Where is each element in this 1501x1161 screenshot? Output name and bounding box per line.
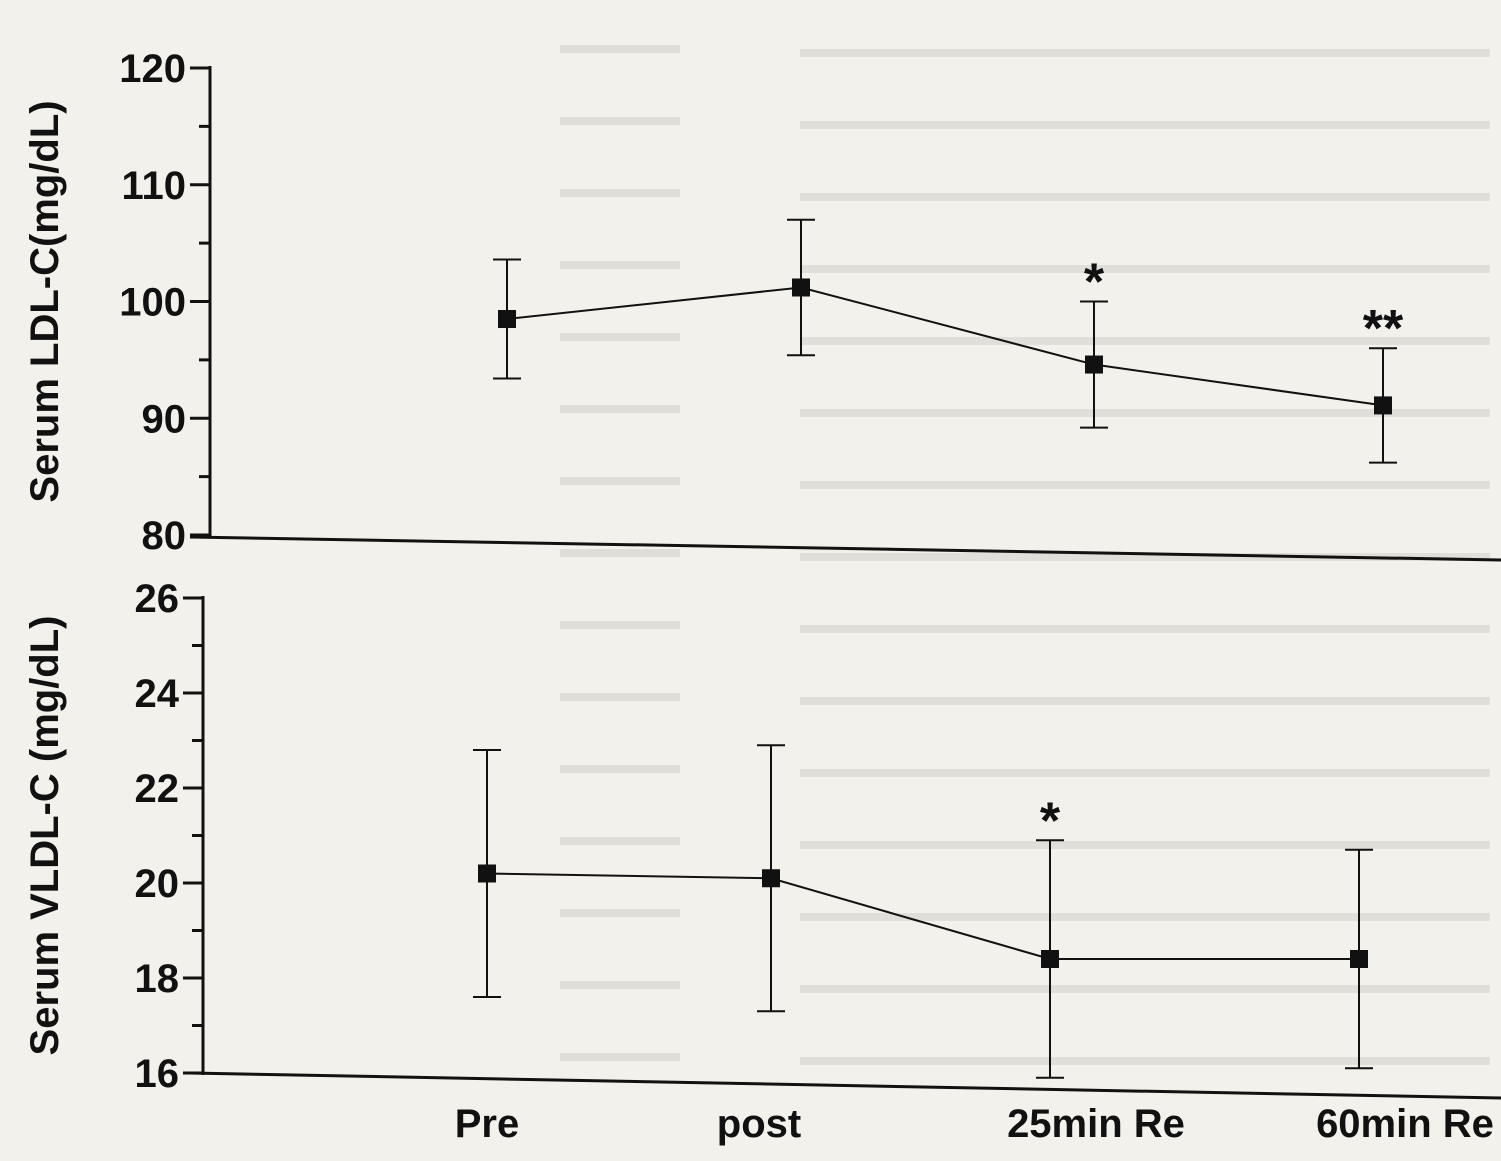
- bleed-line: [560, 981, 680, 989]
- y-tick-label: 18: [135, 957, 180, 1001]
- x-tick-label: 60min Re: [1316, 1102, 1494, 1146]
- y-tick-label: 20: [135, 862, 180, 906]
- bottom-baseline: [189, 1071, 1501, 1100]
- data-point: [792, 278, 810, 297]
- bleed-line: [800, 697, 1490, 705]
- bleed-line: [800, 265, 1490, 273]
- bleed-line: [560, 909, 680, 917]
- bleed-line: [560, 693, 680, 701]
- bleed-line: [800, 481, 1490, 489]
- y-tick-label: 120: [119, 47, 186, 91]
- data-point: [1085, 355, 1103, 374]
- data-point: [762, 869, 780, 888]
- series-line: [506, 286, 1384, 407]
- data-point: [1374, 396, 1392, 415]
- bleed-line: [800, 841, 1490, 849]
- background-bleed-through: [560, 45, 1490, 1065]
- bleed-line: [800, 913, 1490, 921]
- panel-vldl: 16 18 20 22 24 26 Serum VLDL-C (mg/dL) *: [23, 577, 1373, 1096]
- data-point: [1041, 950, 1059, 968]
- y-axis-title: Serum VLDL-C (mg/dL): [23, 616, 67, 1056]
- bleed-line: [560, 261, 680, 269]
- bleed-line: [560, 549, 680, 557]
- bleed-line: [560, 117, 680, 125]
- bleed-line: [560, 45, 680, 53]
- bleed-line: [560, 333, 680, 341]
- bleed-line: [560, 405, 680, 413]
- bleed-line: [800, 769, 1490, 777]
- panel-separator: [189, 535, 1501, 562]
- bleed-line: [560, 837, 680, 845]
- y-tick-label: 80: [142, 514, 187, 558]
- x-axis-tick-labels: Pre post 25min Re 60min Re: [455, 1102, 1494, 1146]
- y-tick-label: 90: [142, 397, 187, 441]
- bleed-line: [560, 765, 680, 773]
- bleed-line: [800, 121, 1490, 129]
- bleed-line: [800, 625, 1490, 633]
- bleed-line: [560, 1053, 680, 1061]
- bleed-line: [800, 337, 1490, 345]
- y-tick-label: 26: [135, 577, 180, 621]
- series-line: [486, 872, 1359, 960]
- significance-marker: *: [1040, 792, 1061, 850]
- bleed-line: [800, 409, 1490, 417]
- y-tick-label: 100: [119, 281, 186, 325]
- bleed-line: [560, 477, 680, 485]
- significance-marker: **: [1363, 300, 1404, 358]
- bleed-line: [800, 49, 1490, 57]
- x-tick-label: Pre: [455, 1102, 520, 1146]
- y-tick-label: 16: [135, 1052, 180, 1096]
- bleed-line: [800, 193, 1490, 201]
- data-point: [1350, 950, 1368, 968]
- significance-marker: *: [1084, 254, 1105, 312]
- bleed-line: [800, 1057, 1490, 1065]
- bleed-line: [800, 985, 1490, 993]
- y-tick-label: 22: [135, 767, 180, 811]
- bleed-line: [800, 553, 1490, 561]
- x-tick-label: 25min Re: [1007, 1102, 1185, 1146]
- y-tick-label: 24: [135, 672, 180, 716]
- bleed-line: [560, 621, 680, 629]
- data-point: [478, 864, 496, 883]
- x-tick-label: post: [717, 1102, 801, 1146]
- y-axis-title: Serum LDL-C(mg/dL): [23, 100, 67, 502]
- bleed-line: [560, 189, 680, 197]
- y-tick-label: 110: [121, 164, 186, 208]
- data-point: [498, 310, 516, 329]
